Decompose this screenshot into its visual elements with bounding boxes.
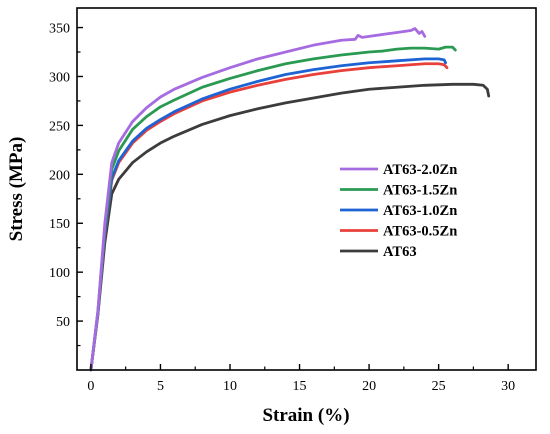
plot-frame [76,7,537,371]
legend: AT63-2.0Zn AT63-1.5Zn AT63-1.0Zn AT63-0.5Zn… [340,162,457,260]
x-tick-label-25: 25 [432,379,446,394]
x-tick-label-30: 30 [501,379,515,394]
y-tick-label-350: 350 [49,22,70,37]
legend-label-at63-0-5zn: AT63-0.5Zn [383,224,457,240]
y-axis: 50 100 150 200 250 300 350 [49,22,83,347]
y-tick-label-150: 150 [49,217,70,232]
x-tick-label-20: 20 [362,379,376,394]
legend-label-at63: AT63 [383,244,417,260]
y-tick-label-50: 50 [56,315,70,330]
series-line-at63-1-5zn [89,45,457,372]
series-line-at63-1-0zn [89,57,447,372]
x-tick-label-10: 10 [223,379,237,394]
y-tick-label-200: 200 [49,168,70,183]
x-axis: 0 5 10 15 20 25 30 [87,364,515,394]
y-tick-label-250: 250 [49,119,70,134]
series-line-at63-2-0zn [89,27,427,372]
x-tick-label-15: 15 [293,379,307,394]
y-axis-title: Stress (MPa) [6,137,27,242]
x-axis-title: Strain (%) [262,405,349,426]
legend-label-at63-1-5zn: AT63-1.5Zn [383,183,457,199]
legend-label-at63-1-0zn: AT63-1.0Zn [383,203,457,219]
series-layer [89,27,491,372]
y-tick-label-300: 300 [49,70,70,85]
series-line-at63 [89,82,491,372]
x-tick-label-5: 5 [157,379,164,394]
legend-label-at63-2-0zn: AT63-2.0Zn [383,162,457,178]
y-tick-label-100: 100 [49,266,70,281]
x-tick-label-0: 0 [87,379,94,394]
